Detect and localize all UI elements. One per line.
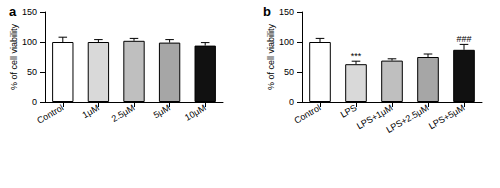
svg-text:LPS+2.5μM: LPS+2.5μM <box>384 103 430 135</box>
svg-text:2.5μM: 2.5μM <box>110 103 137 124</box>
svg-text:1μM: 1μM <box>81 103 101 120</box>
svg-text:0: 0 <box>289 97 294 107</box>
svg-text:Control: Control <box>292 103 322 126</box>
svg-text:###: ### <box>456 34 471 44</box>
svg-text:10μM: 10μM <box>183 103 208 123</box>
svg-text:150: 150 <box>22 7 37 17</box>
svg-text:***: *** <box>351 51 362 61</box>
svg-text:LPS+1μM: LPS+1μM <box>355 102 395 132</box>
svg-text:50: 50 <box>27 67 37 77</box>
svg-text:% of cell viability: % of cell viability <box>266 23 276 90</box>
svg-text:150: 150 <box>279 7 294 17</box>
svg-text:b: b <box>263 4 271 19</box>
svg-text:LPS: LPS <box>339 103 359 120</box>
svg-text:100: 100 <box>279 37 294 47</box>
svg-text:50: 50 <box>284 67 294 77</box>
svg-text:Control: Control <box>35 103 65 126</box>
svg-text:% of cell viability: % of cell viability <box>9 23 19 90</box>
svg-text:5μM: 5μM <box>152 103 172 120</box>
svg-text:0: 0 <box>32 97 37 107</box>
svg-text:100: 100 <box>22 37 37 47</box>
svg-text:a: a <box>9 4 17 19</box>
svg-text:LPS+5μM: LPS+5μM <box>427 103 467 132</box>
